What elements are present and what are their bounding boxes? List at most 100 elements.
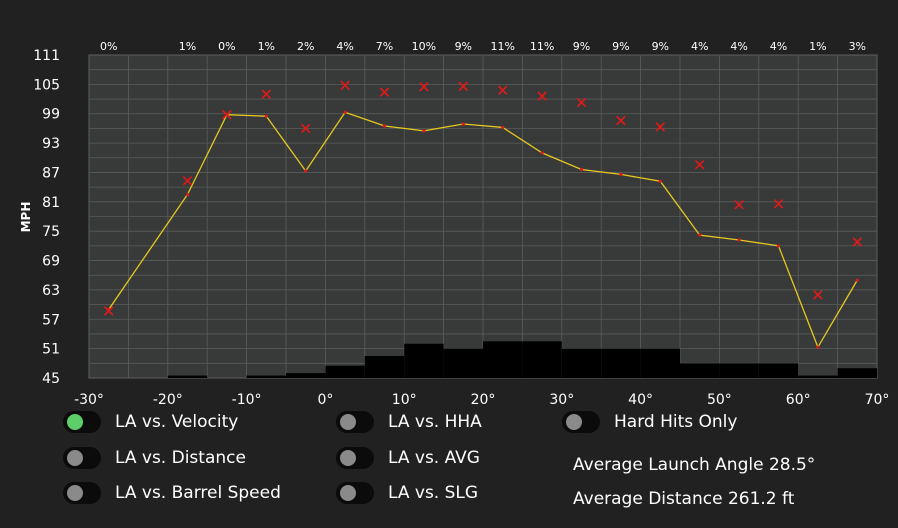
toggle-knob [67,450,83,466]
x-marker [182,175,193,186]
line-point [343,110,347,114]
line-point [304,169,308,173]
histogram-bar [798,375,838,378]
average-launch-angle: Average Launch Angle 28.5° [573,455,816,475]
x-tick-label: 50° [707,392,732,408]
line-point [855,278,859,282]
launch-angle-chart: 0% 1% 0% 1% 2% 4% 7% 10% 9% 11% 11% 9% 9% 9% 4% 4% 4% 1% 3… [19,40,889,408]
percent-label: 3% [849,40,866,53]
toggle-switch[interactable] [336,482,374,504]
x-marker [734,199,744,210]
percent-label: 1% [179,40,196,53]
y-tick-label: 93 [42,136,60,152]
y-tick-label: 75 [42,224,60,240]
toggle-switch[interactable] [336,411,374,433]
toggle-la-distance[interactable]: LA vs. Distance [63,447,246,469]
toggle-label: LA vs. HHA [388,412,482,432]
line-point [540,151,544,155]
y-axis-label: MPH [19,202,33,233]
x-marker [576,97,587,108]
toggle-la-avg[interactable]: LA vs. AVG [336,447,480,469]
histogram-bar [246,375,286,378]
y-tick-label: 57 [42,312,60,328]
x-tick-label: 70° [865,392,890,408]
percent-label: 0% [218,40,235,53]
x-marker [300,123,311,134]
x-marker [694,159,705,170]
y-tick-labels: 45 51 57 63 69 75 81 87 93 99 105 111 [33,48,60,387]
toggle-switch[interactable] [63,482,101,504]
y-tick-label: 111 [33,48,60,64]
y-tick-label: 51 [42,342,60,358]
percent-label: 1% [258,40,275,53]
line-point [422,129,426,133]
histogram-bar [561,348,602,378]
percent-label: 0% [100,40,117,53]
x-marker [497,85,508,96]
percent-label: 2% [297,40,314,53]
percent-label: 4% [730,40,747,53]
x-marker [813,290,823,300]
x-tick-label: 60° [786,392,811,408]
line-point [185,192,190,197]
toggle-switch[interactable] [336,447,374,469]
line-point [658,179,662,183]
y-tick-label: 69 [42,254,60,270]
percent-label: 7% [376,40,393,53]
toggle-knob [67,414,83,430]
histogram-bar [404,343,444,378]
toggle-label: Hard Hits Only [614,412,738,432]
x-tick-label: -10° [232,392,262,408]
x-marker [261,89,272,99]
toggle-switch[interactable] [63,447,101,469]
histogram-bar [719,363,759,378]
x-marker [655,122,666,132]
line-point [579,167,584,172]
percent-label: 11% [490,40,514,53]
x-tick-label: 40° [628,392,653,408]
y-tick-label: 45 [42,371,60,387]
histogram-bar [640,348,680,378]
histogram-bar [837,368,877,378]
x-tick-label: -30° [74,392,104,408]
line-point [461,122,465,126]
toggle-la-hha[interactable]: LA vs. HHA [336,411,482,433]
toggle-knob [340,450,356,466]
percent-labels: 0% 1% 0% 1% 2% 4% 7% 10% 9% 11% 11% 9% 9% 9% 4% 4% 4% 1% 3… [100,40,866,53]
x-marker [340,80,350,91]
percent-label: 9% [652,40,669,53]
histogram-bar [325,365,365,378]
x-marker [852,237,863,247]
toggle-hard-hits-only[interactable]: Hard Hits Only [562,411,737,433]
percent-label: 4% [770,40,787,53]
percent-label: 9% [455,40,472,53]
x-tick-label: 20° [471,392,496,408]
y-tick-label: 99 [42,107,60,123]
line-point [619,172,623,177]
histogram-bar [167,375,208,378]
line-point [816,345,820,349]
toggle-la-velocity[interactable]: LA vs. Velocity [63,411,238,433]
x-tick-label: 30° [549,392,574,408]
y-tick-label: 81 [42,195,60,211]
average-distance: Average Distance 261.2 ft [573,489,795,509]
line-point [264,114,268,118]
x-tick-labels: -30° -20° -10° 0° 10° 20° 30° 40° 50° 60° 70° [74,392,889,408]
toggle-knob [340,485,356,501]
histogram-bar [522,341,562,378]
toggle-switch[interactable] [63,411,101,433]
toggle-la-slg[interactable]: LA vs. SLG [336,482,478,504]
line-point [382,124,387,128]
histogram-bar [601,348,641,378]
histogram-bar [680,363,720,378]
toggle-la-barrel-speed[interactable]: LA vs. Barrel Speed [63,482,281,504]
x-tick-label: 10° [392,392,417,408]
toggle-switch[interactable] [562,411,600,433]
line-point [776,244,781,248]
percent-label: 10% [412,40,436,53]
x-tick-label: -20° [153,392,183,408]
percent-label: 9% [612,40,629,53]
toggle-label: LA vs. Distance [115,448,246,468]
histogram-bars [167,341,877,378]
toggle-label: LA vs. SLG [388,483,479,503]
